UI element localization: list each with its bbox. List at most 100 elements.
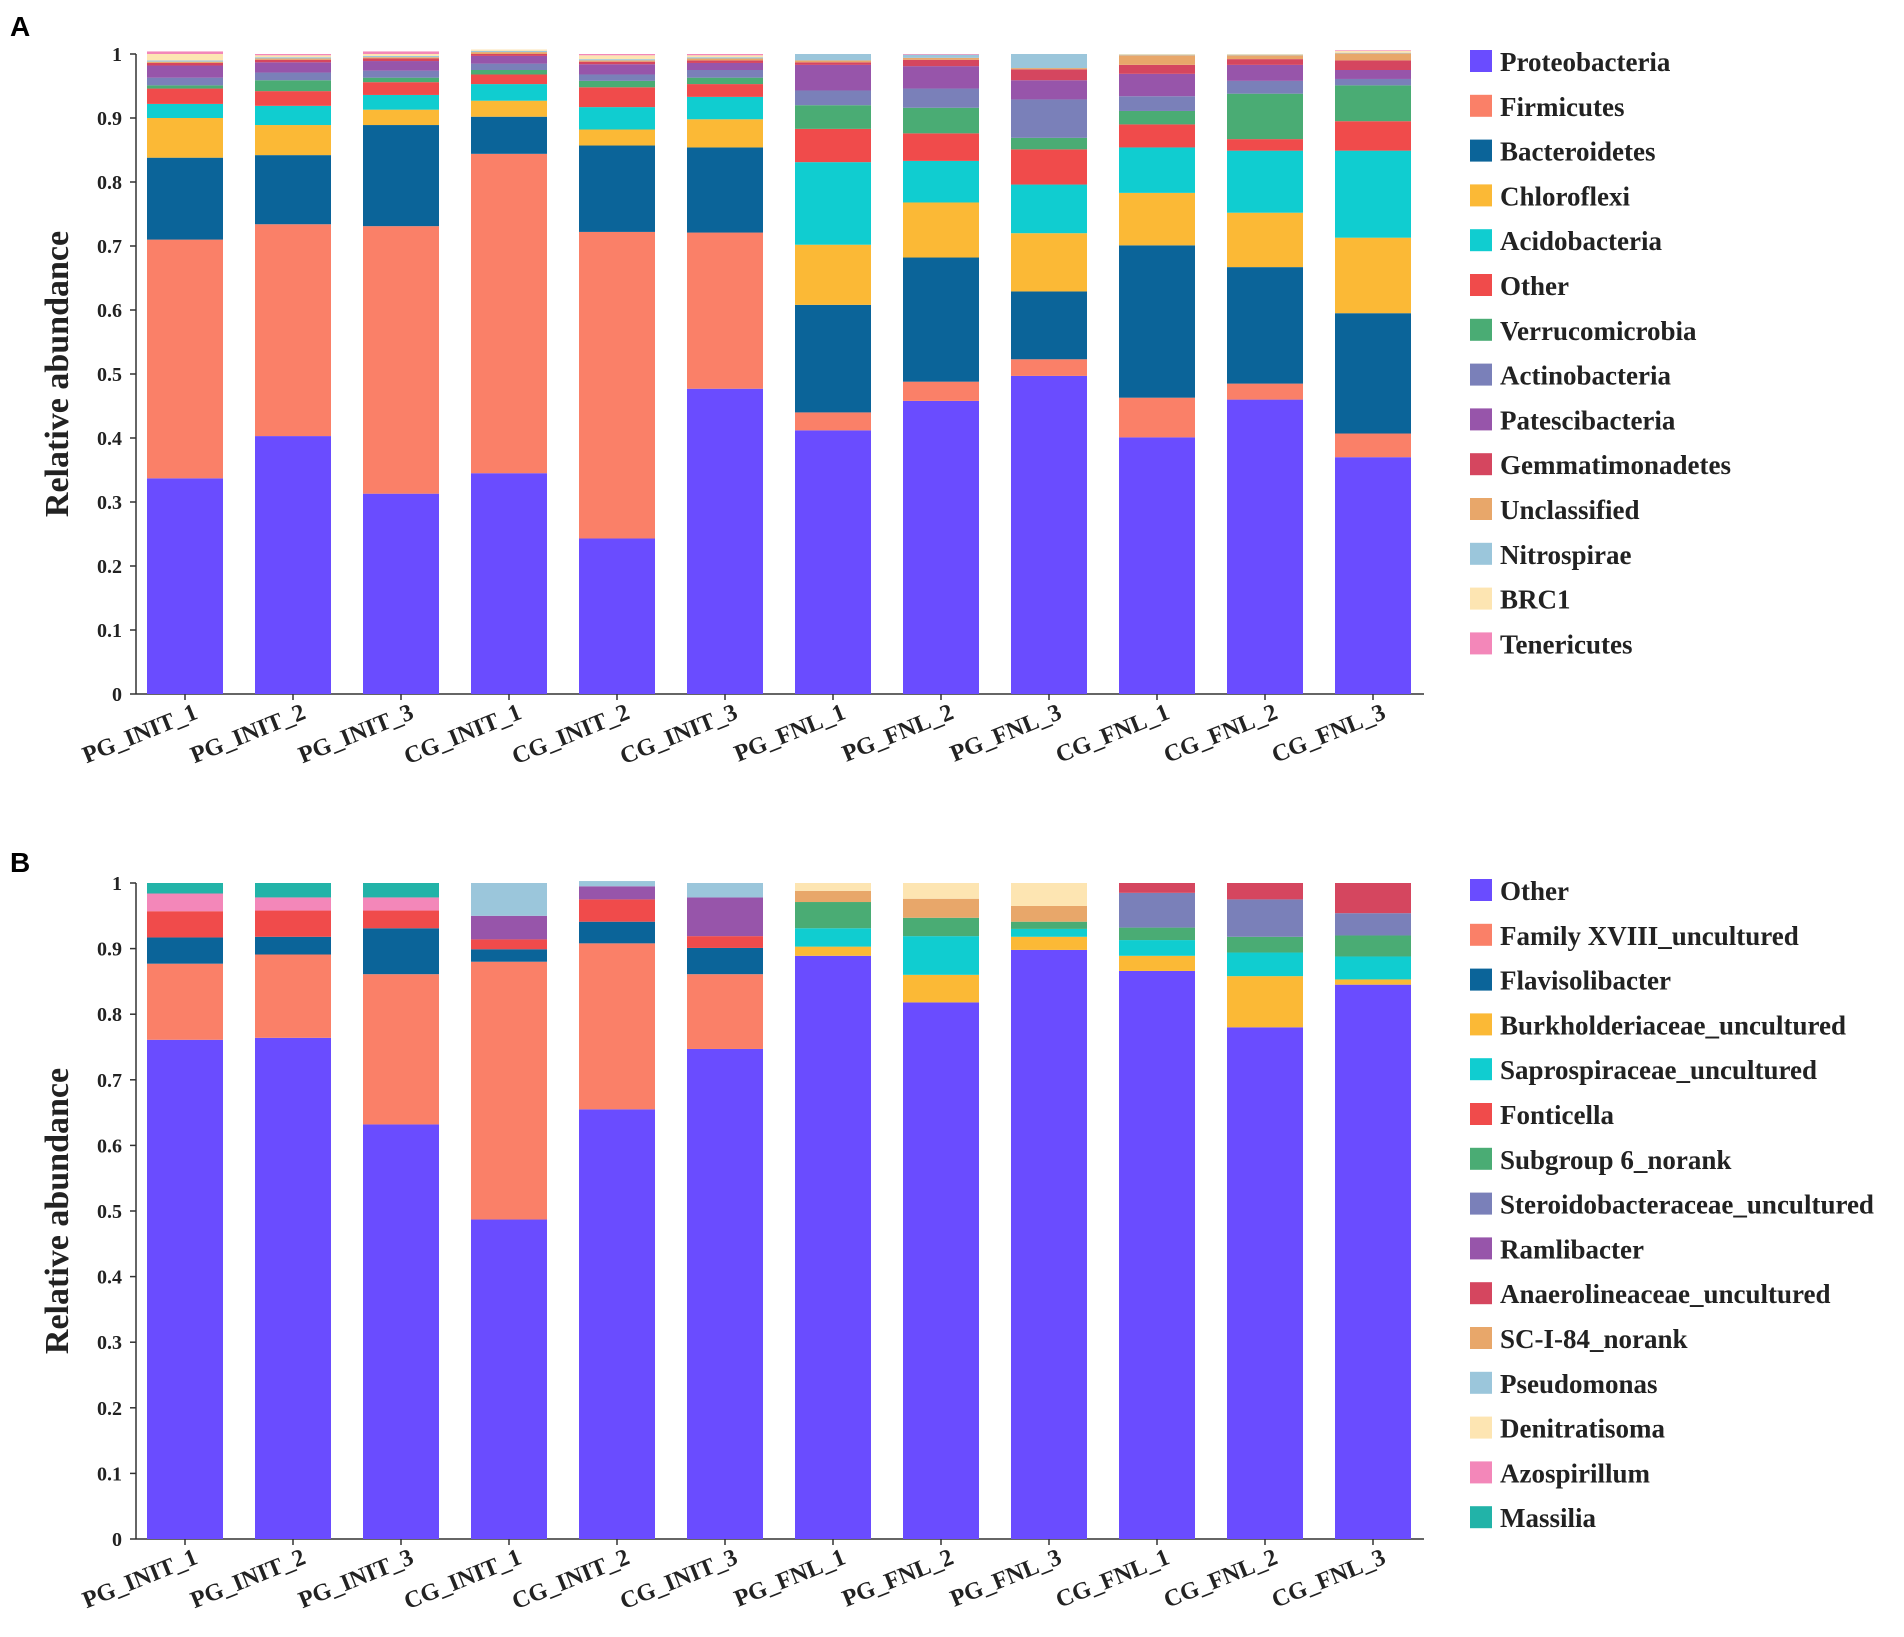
bar-segment-actinobacteria xyxy=(1335,78,1411,86)
legend-label: Massilia xyxy=(1500,1503,1597,1533)
bar-segment-fonticella xyxy=(471,939,547,950)
legend-label: Bacteroidetes xyxy=(1500,137,1655,167)
bar-segment-verrucomicrobia xyxy=(1119,110,1195,125)
bar-segment-subgroup-6-norank xyxy=(795,902,871,929)
bar-segment-brc1 xyxy=(255,55,331,58)
y-tick-label: 0.3 xyxy=(97,492,122,514)
bar-segment-other xyxy=(795,128,871,163)
legend-swatch xyxy=(1470,587,1492,610)
bar-segment-brc1 xyxy=(1227,54,1303,55)
bar-segment-fonticella xyxy=(363,910,439,929)
legend-label: Subgroup 6_norank xyxy=(1500,1145,1731,1175)
bar-segment-firmicutes xyxy=(471,153,547,474)
panel-label-b: B xyxy=(10,847,30,878)
bar-segment-unclassified xyxy=(579,60,655,62)
bar-segment-other xyxy=(903,1002,979,1539)
bar-segment-brc1 xyxy=(579,55,655,60)
legend-swatch xyxy=(1470,923,1492,946)
bar-segment-bacteroidetes xyxy=(471,116,547,154)
bar-segment-gemmatimonadetes xyxy=(903,59,979,67)
bar-segment-bacteroidetes xyxy=(795,304,871,413)
bar-segment-acidobacteria xyxy=(1227,150,1303,213)
bar-segment-subgroup-6-norank xyxy=(1011,921,1087,929)
legend-label: Denitratisoma xyxy=(1500,1414,1665,1444)
bar-segment-steroidobacteraceae-uncultured xyxy=(1335,913,1411,936)
bar-segment-chloroflexi xyxy=(363,109,439,126)
bar-segment-denitratisoma xyxy=(795,883,871,891)
bar-segment-bacteroidetes xyxy=(1119,245,1195,398)
x-category-label: PG_FNL_2 xyxy=(839,699,958,767)
bar-segment-burkholderiaceae-uncultured xyxy=(1011,936,1087,950)
bar-segment-chloroflexi xyxy=(903,202,979,258)
bar-segment-proteobacteria xyxy=(1119,437,1195,694)
bar-segment-bacteroidetes xyxy=(1011,291,1087,360)
legend-swatch xyxy=(1470,1103,1492,1125)
bar-segment-chloroflexi xyxy=(255,125,331,156)
bar-segment-massilia xyxy=(363,883,439,898)
bar-segment-denitratisoma xyxy=(903,883,979,899)
bar-segment-verrucomicrobia xyxy=(1227,93,1303,140)
bar-segment-patescibacteria xyxy=(903,66,979,89)
bar-segment-family-xviii-uncultured xyxy=(471,961,547,1220)
bar-segment-other xyxy=(147,1039,223,1539)
bar-segment-proteobacteria xyxy=(147,478,223,694)
bar-segment-other xyxy=(147,88,223,104)
bar-segment-pseudomonas xyxy=(687,883,763,898)
bar-segment-azospirillum xyxy=(363,897,439,911)
bar-segment-steroidobacteraceae-uncultured xyxy=(1119,892,1195,928)
bar-segment-patescibacteria xyxy=(1119,73,1195,97)
bar-segment-actinobacteria xyxy=(147,77,223,86)
legend-swatch xyxy=(1470,274,1492,296)
bar-segment-sc-i-84-norank xyxy=(795,890,871,903)
legend-label: Verrucomicrobia xyxy=(1500,316,1697,346)
x-category-label: CG_FNL_2 xyxy=(1160,1544,1281,1613)
bar-segment-flavisolibacter xyxy=(471,949,547,962)
bar-segment-gemmatimonadetes xyxy=(1119,64,1195,74)
legend-swatch xyxy=(1470,229,1492,252)
x-category-label: CG_FNL_1 xyxy=(1052,1544,1173,1613)
bar-segment-anaerolineaceae-uncultured xyxy=(1227,883,1303,900)
legend-label: Anaerolineaceae_uncultured xyxy=(1500,1279,1831,1309)
bar-segment-verrucomicrobia xyxy=(255,80,331,92)
legend-swatch xyxy=(1470,1192,1492,1215)
bar-segment-unclassified xyxy=(687,58,763,61)
legend-label: SC-I-84_norank xyxy=(1500,1324,1688,1354)
x-category-label: PG_INIT_2 xyxy=(187,699,309,769)
y-tick-label: 0.7 xyxy=(97,236,122,258)
bar-segment-verrucomicrobia xyxy=(579,80,655,88)
legend-label: Ramlibacter xyxy=(1500,1234,1644,1264)
bar-segment-sc-i-84-norank xyxy=(903,898,979,918)
y-tick-label: 0 xyxy=(112,684,122,706)
bar-segment-unclassified xyxy=(1227,55,1303,60)
bar-segment-brc1 xyxy=(1119,54,1195,55)
bar-segment-actinobacteria xyxy=(471,63,547,70)
bar-segment-nitrospirae xyxy=(471,50,547,53)
bar-segment-flavisolibacter xyxy=(687,947,763,975)
legend-label: Patescibacteria xyxy=(1500,405,1676,435)
bar-segment-azospirillum xyxy=(255,897,331,911)
x-category-label: CG_FNL_3 xyxy=(1268,699,1389,768)
bar-segment-other xyxy=(255,91,331,106)
bar-segment-firmicutes xyxy=(1335,433,1411,458)
y-tick-label: 0.6 xyxy=(97,1135,122,1157)
bar-segment-tenericutes xyxy=(1335,50,1411,51)
bar-segment-family-xviii-uncultured xyxy=(363,974,439,1125)
y-tick-label: 0.1 xyxy=(97,620,122,642)
bar-segment-firmicutes xyxy=(147,239,223,479)
bar-segment-bacteroidetes xyxy=(255,155,331,225)
bar-segment-other xyxy=(1119,970,1195,1539)
bar-segment-other xyxy=(1119,124,1195,148)
bar-segment-patescibacteria xyxy=(471,55,547,64)
bar-segment-chloroflexi xyxy=(1335,237,1411,314)
x-category-label: CG_FNL_2 xyxy=(1160,699,1281,768)
bar-segment-other xyxy=(1227,1027,1303,1539)
x-category-label: PG_FNL_1 xyxy=(731,699,850,767)
bar-segment-subgroup-6-norank xyxy=(1335,935,1411,957)
bar-segment-acidobacteria xyxy=(795,162,871,245)
y-tick-label: 1 xyxy=(112,873,122,895)
bar-segment-other xyxy=(687,84,763,97)
bar-segment-other xyxy=(903,133,979,161)
bar-segment-acidobacteria xyxy=(471,84,547,101)
bar-segment-burkholderiaceae-uncultured xyxy=(1335,979,1411,985)
bar-segment-firmicutes xyxy=(1119,397,1195,438)
